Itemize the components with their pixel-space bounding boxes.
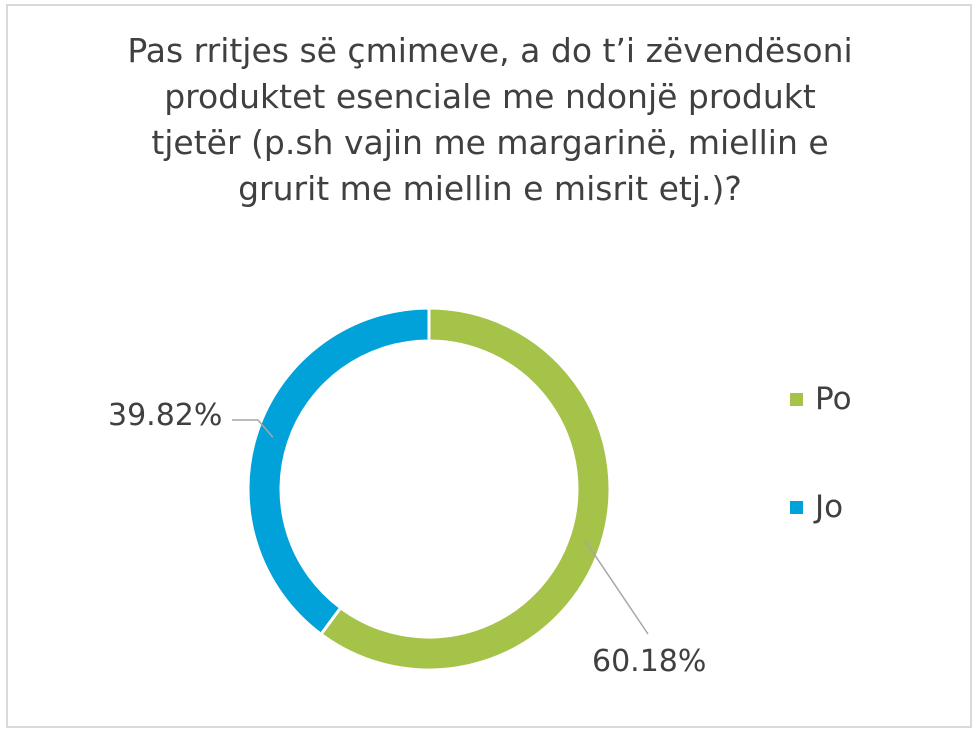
chart-legend: Po Jo	[790, 372, 852, 588]
leader-line-po	[584, 540, 649, 635]
chart-title-line-3: tjetër (p.sh vajin me margarinë, miellin…	[151, 123, 829, 162]
chart-title-line-1: Pas rritjes së çmimeve, a do t’i zëvendë…	[127, 31, 853, 70]
donut-slice-jo	[246, 306, 431, 637]
data-label-po: 60.18%	[592, 644, 707, 679]
legend-label-jo: Jo	[815, 489, 844, 525]
chart-frame	[6, 4, 972, 728]
legend-label-po: Po	[815, 381, 852, 417]
legend-item-po: Po	[790, 372, 852, 426]
data-label-jo: 39.82%	[108, 398, 223, 433]
legend-swatch-jo	[790, 500, 803, 514]
chart-title-line-2: produktet esenciale me ndonjë produkt	[164, 77, 816, 116]
legend-swatch-po	[790, 392, 803, 406]
donut-slice-po	[318, 306, 612, 672]
legend-item-jo: Jo	[790, 480, 852, 534]
leader-line-jo	[232, 419, 274, 438]
chart-title-line-4: grurit me miellin e misrit etj.)?	[238, 169, 742, 208]
chart-title: Pas rritjes së çmimeve, a do t’i zëvendë…	[60, 28, 920, 212]
